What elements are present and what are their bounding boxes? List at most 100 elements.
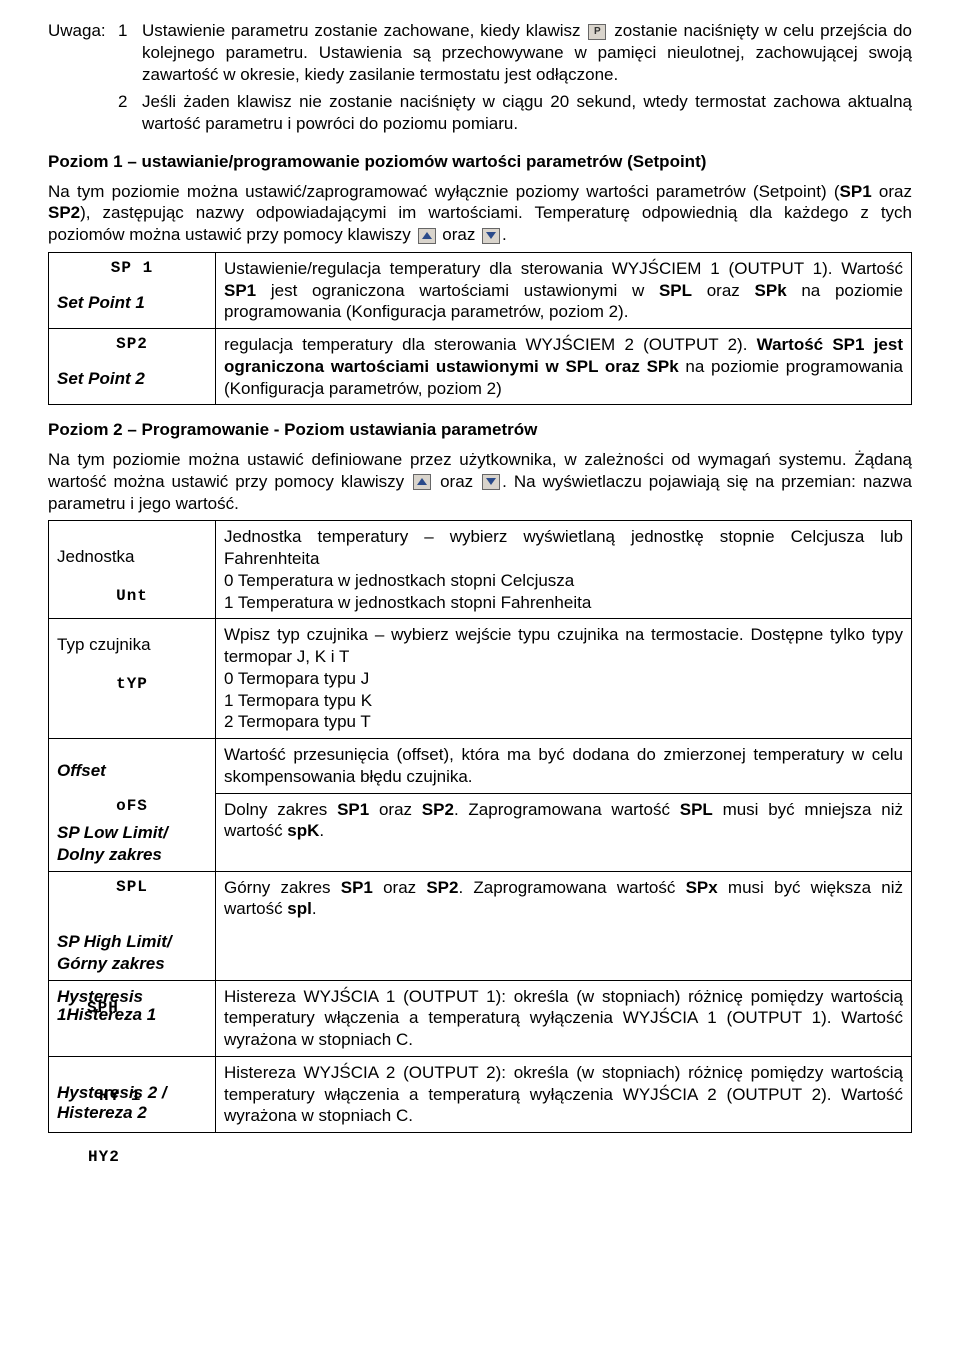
text-part: . [502,225,507,244]
desc-sub: Dolny zakres SP1 oraz SP2. Zaprogramowan… [216,794,911,848]
segment-code: SP 1 [57,258,207,278]
desc-cell: Górny zakres SP1 oraz SP2. Zaprogramowan… [216,871,912,980]
text-part: Ustawienie/regulacja temperatury dla ste… [224,259,903,278]
note-text-part: Ustawienie parametru zostanie zachowane,… [142,21,586,40]
note-label: Uwaga: [48,20,118,42]
desc-line: Jednostka temperatury – wybierz wyświetl… [224,526,903,570]
page-root: Uwaga: 1 Ustawienie parametru zostanie z… [0,0,960,1214]
text-part: Górny zakres [224,878,341,897]
param-cell: SP 1 Set Point 1 [49,252,216,328]
note-item: 1 Ustawienie parametru zostanie zachowan… [118,20,912,85]
param-name: Histereza 2 [57,1102,147,1124]
bold: spl [287,899,312,918]
desc-cell: Wartość przesunięcia (offset), która ma … [216,739,912,872]
param-name: 1Histereza 1 [57,1004,156,1026]
bold: SP2 [422,800,454,819]
text-part: Dolny zakres [224,800,337,819]
table-row: Jednostka Unt Jednostka temperatury – wy… [49,521,912,619]
param-name: Offset [57,761,106,780]
desc-line: 1 Termopara typu K [224,690,903,712]
text-part: oraz [369,800,422,819]
text-part: jest ograniczona wartościami ustawionymi… [256,281,659,300]
param-name: Set Point 2 [57,369,145,388]
text-part: oraz [373,878,426,897]
bold: SP1 [337,800,369,819]
text-part: regulacja temperatury dla sterowania WYJ… [224,335,757,354]
desc-line: Wartość przesunięcia (offset), która ma … [224,745,903,786]
desc-cell: Histereza WYJŚCIA 2 (OUTPUT 2): określa … [216,1056,912,1132]
param-cell: Offset oFS SP Low Limit/ Dolny zakres [49,739,216,872]
note-number: 2 [118,91,142,113]
table-row: Hysteresis SPH 1Histereza 1 Histereza WY… [49,980,912,1056]
bold: SP2 [426,878,458,897]
table-row: Typ czujnika tYP Wpisz typ czujnika – wy… [49,619,912,739]
text-part: Na tym poziomie można ustawić/zaprogramo… [48,182,840,201]
level2-table: Jednostka Unt Jednostka temperatury – wy… [48,520,912,1133]
param-name: SP Low Limit/ Dolny zakres [57,823,168,864]
param-cell: Hysteresis SPH 1Histereza 1 [49,980,216,1056]
note-item: 2 Jeśli żaden klawisz nie zostanie naciś… [118,91,912,135]
note-number: 1 [118,20,142,42]
table-row: SP 1 Set Point 1 Ustawienie/regulacja te… [49,252,912,328]
desc-cell: Jednostka temperatury – wybierz wyświetl… [216,521,912,619]
param-cell: Hysteresis 2 / HY 1 Histereza 2 [49,1056,216,1132]
segment-code: oFS [57,796,207,816]
bold-sp2: SP2 [48,203,80,222]
desc-sub: Wartość przesunięcia (offset), która ma … [216,739,911,794]
segment-code: SP2 [57,334,207,354]
bold: SPk [755,281,787,300]
desc-cell: Histereza WYJŚCIA 1 (OUTPUT 1): określa … [216,980,912,1056]
desc-cell: Ustawienie/regulacja temperatury dla ste… [216,252,912,328]
bold-sp1: SP1 [840,182,872,201]
up-key-icon [418,228,436,244]
bold: SPx [686,878,718,897]
desc-cell: regulacja temperatury dla sterowania WYJ… [216,329,912,405]
bold: SPL [659,281,692,300]
bold: SP1 [341,878,373,897]
note-block: Uwaga: 1 Ustawienie parametru zostanie z… [48,20,912,141]
desc-line: Wpisz typ czujnika – wybierz wejście typ… [224,624,903,668]
table-row: SPL SP High Limit/ Górny zakres Górny za… [49,871,912,980]
up-key-icon [413,474,431,490]
level2-heading: Poziom 2 – Programowanie - Poziom ustawi… [48,419,912,441]
bold: SP1 [224,281,256,300]
bold: spK [287,821,319,840]
param-name: Jednostka [57,547,135,566]
param-cell: SPL SP High Limit/ Górny zakres [49,871,216,980]
table-row: SP2 Set Point 2 regulacja temperatury dl… [49,329,912,405]
text-part: . Zaprogramowana wartość [458,878,685,897]
level1-heading: Poziom 1 – ustawianie/programowanie pozi… [48,151,912,173]
text-part: . [312,899,317,918]
desc-line: 0 Termopara typu J [224,668,903,690]
down-key-icon [482,474,500,490]
down-key-icon [482,228,500,244]
segment-code: tYP [57,674,207,694]
desc-line: 1 Temperatura w jednostkach stopni Fahre… [224,592,903,614]
segment-code: HY2 [88,1147,912,1167]
table-row: Offset oFS SP Low Limit/ Dolny zakres Wa… [49,739,912,872]
table-row: Hysteresis 2 / HY 1 Histereza 2 Histerez… [49,1056,912,1132]
note-text: Ustawienie parametru zostanie zachowane,… [142,20,912,85]
text-part: oraz [692,281,754,300]
level1-table: SP 1 Set Point 1 Ustawienie/regulacja te… [48,252,912,406]
param-cell: SP2 Set Point 2 [49,329,216,405]
text-part: oraz [440,472,480,491]
p-key-icon: P [588,24,606,40]
desc-cell: Wpisz typ czujnika – wybierz wejście typ… [216,619,912,739]
param-name: Typ czujnika [57,635,151,654]
text-part: oraz [442,225,480,244]
level2-paragraph: Na tym poziomie można ustawić definiowan… [48,449,912,514]
note-text: Jeśli żaden klawisz nie zostanie naciśni… [142,91,912,135]
text-part: . Zaprogramowana wartość [454,800,680,819]
segment-code: Unt [57,586,207,606]
desc-line: 2 Termopara typu T [224,711,903,733]
note-items: 1 Ustawienie parametru zostanie zachowan… [118,20,912,141]
param-cell: Jednostka Unt [49,521,216,619]
bold: SPL [680,800,713,819]
param-name: Set Point 1 [57,293,145,312]
text-part: . [319,821,324,840]
param-name: SP High Limit/ Górny zakres [57,932,172,973]
level1-paragraph: Na tym poziomie można ustawić/zaprogramo… [48,181,912,246]
param-cell: Typ czujnika tYP [49,619,216,739]
text-part: oraz [872,182,912,201]
